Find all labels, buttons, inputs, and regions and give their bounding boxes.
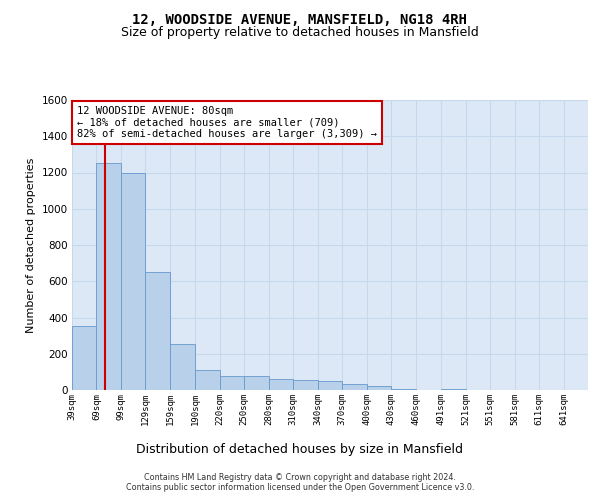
Y-axis label: Number of detached properties: Number of detached properties	[26, 158, 36, 332]
Bar	[220, 376, 244, 390]
Bar	[367, 386, 391, 390]
Bar	[269, 379, 293, 390]
Text: Size of property relative to detached houses in Mansfield: Size of property relative to detached ho…	[121, 26, 479, 39]
Bar	[441, 389, 466, 390]
Bar	[170, 344, 195, 390]
Bar	[342, 384, 367, 390]
Bar	[97, 164, 121, 390]
Bar	[72, 326, 97, 390]
Text: 12, WOODSIDE AVENUE, MANSFIELD, NG18 4RH: 12, WOODSIDE AVENUE, MANSFIELD, NG18 4RH	[133, 12, 467, 26]
Text: Distribution of detached houses by size in Mansfield: Distribution of detached houses by size …	[137, 442, 464, 456]
Bar	[244, 376, 269, 390]
Bar	[195, 370, 220, 390]
Bar	[121, 174, 145, 390]
Bar	[391, 389, 416, 390]
Bar	[293, 380, 318, 390]
Text: 12 WOODSIDE AVENUE: 80sqm
← 18% of detached houses are smaller (709)
82% of semi: 12 WOODSIDE AVENUE: 80sqm ← 18% of detac…	[77, 106, 377, 139]
Bar	[318, 382, 342, 390]
Bar	[145, 272, 170, 390]
Text: Contains HM Land Registry data © Crown copyright and database right 2024.: Contains HM Land Registry data © Crown c…	[144, 472, 456, 482]
Text: Contains public sector information licensed under the Open Government Licence v3: Contains public sector information licen…	[126, 484, 474, 492]
